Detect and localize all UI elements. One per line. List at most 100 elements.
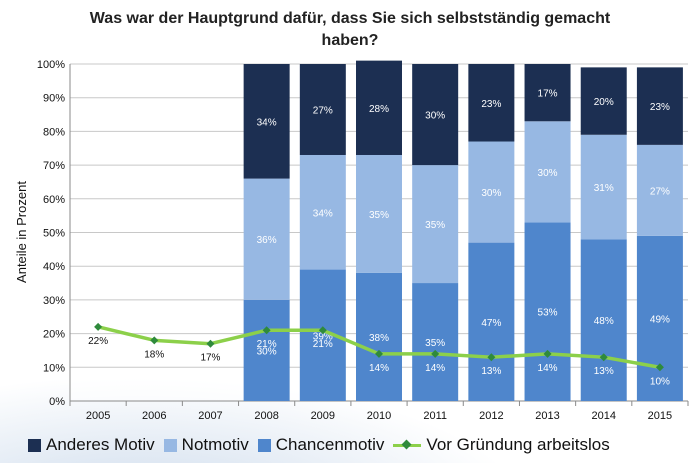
bar-notmotiv-2011 xyxy=(412,165,459,284)
line-value-label: 17% xyxy=(200,353,220,364)
bar-anderes-motiv-2015 xyxy=(636,67,683,145)
bar-value-label: 20% xyxy=(594,97,614,108)
legend-diamond-marker xyxy=(401,439,412,449)
bar-value-label: 35% xyxy=(425,338,445,349)
y-tick-label: 20% xyxy=(43,329,65,341)
bar-anderes-motiv-2010 xyxy=(356,60,402,155)
y-tick-label: 40% xyxy=(43,261,65,273)
line-value-labels: 22% 18% 17% 21% 21% 14% 14% 13% 14% 13% 10% xyxy=(88,336,670,387)
y-tick-label: 30% xyxy=(43,295,65,307)
bar-value-label: 53% xyxy=(538,308,558,319)
y-axis-ticks: 0% 10% 20% 30% 40% 50% 60% 70% 80% 90% 100% xyxy=(37,59,65,408)
bar-notmotiv-2015 xyxy=(636,144,683,236)
bar-notmotiv-2014 xyxy=(580,134,627,240)
x-tick-label: 2008 xyxy=(254,410,278,422)
bar-chancenmotiv-2012 xyxy=(468,242,515,401)
legend-swatch xyxy=(28,438,41,452)
bar-value-label: 23% xyxy=(481,99,501,110)
bar-value-label: 47% xyxy=(481,318,501,329)
x-tick-label: 2005 xyxy=(86,410,110,422)
y-tick-label: 80% xyxy=(43,126,65,138)
x-tick-label: 2013 xyxy=(535,410,559,422)
y-tick-label: 10% xyxy=(43,362,65,374)
bar-value-label: 35% xyxy=(369,210,389,221)
bar-anderes-motiv-2013 xyxy=(524,64,571,122)
bar-notmotiv-2008 xyxy=(243,178,290,300)
bar-anderes-motiv-2009 xyxy=(299,64,346,155)
bar-value-label: 34% xyxy=(313,208,333,219)
legend-item: Vor Gründung arbeitslos xyxy=(393,435,610,455)
line-value-label: 21% xyxy=(257,339,277,350)
y-tick-label: 60% xyxy=(43,194,65,206)
line-value-label: 21% xyxy=(313,339,333,350)
bar-value-label: 30% xyxy=(257,346,277,357)
chart-title: Was war der Hauptgrund dafür, dass Sie s… xyxy=(89,10,611,49)
line-value-label: 18% xyxy=(144,349,164,360)
x-tick-label: 2011 xyxy=(423,410,447,422)
line-value-label: 13% xyxy=(481,366,501,377)
x-tick-label: 2015 xyxy=(648,410,672,422)
y-tick-label: 0% xyxy=(49,396,65,408)
x-tick-label: 2009 xyxy=(311,410,335,422)
legend-item: Notmotiv xyxy=(163,435,249,455)
bar-chancenmotiv-2011 xyxy=(412,283,459,401)
line-value-label: 10% xyxy=(650,376,670,387)
x-tick-label: 2010 xyxy=(367,410,391,422)
bar-value-label: 27% xyxy=(650,186,670,197)
bar-value-label: 28% xyxy=(369,104,389,115)
bar-value-label: 48% xyxy=(594,316,614,327)
y-axis-title: Anteile in Prozent xyxy=(14,181,29,283)
bar-value-label: 49% xyxy=(650,314,670,325)
legend-line-swatch xyxy=(393,439,422,452)
unemployed-marker-2011 xyxy=(431,349,440,358)
bar-value-label: 17% xyxy=(538,89,558,100)
x-tick-label: 2012 xyxy=(479,410,503,422)
bar-chancenmotiv-2014 xyxy=(580,239,627,401)
bar-anderes-motiv-2012 xyxy=(468,64,515,142)
unemployed-line-series xyxy=(94,322,664,372)
bar-value-label: 23% xyxy=(650,102,670,113)
legend-item: Anderes Motiv xyxy=(28,435,155,455)
bar-segments xyxy=(243,60,683,401)
unemployed-marker-2015 xyxy=(655,363,664,372)
line-value-label: 13% xyxy=(594,366,614,377)
bar-value-labels: 30% 36% 34% 39% 34% 27% 38% 35% 28% 35% 35% 30% 47% 3… xyxy=(257,89,670,358)
unemployed-marker-2010 xyxy=(375,349,383,358)
legend-label: Anderes Motiv xyxy=(46,435,155,454)
bar-value-label: 30% xyxy=(538,168,558,179)
legend: Anderes Motiv Notmotiv Chancenmotiv Vor Grü… xyxy=(28,432,688,458)
bar-value-label: 30% xyxy=(481,188,501,199)
bar-chancenmotiv-2013 xyxy=(524,222,571,401)
x-tick-label: 2006 xyxy=(142,410,166,422)
bar-notmotiv-2012 xyxy=(468,141,515,243)
legend-label: Chancenmotiv xyxy=(275,435,385,454)
bar-chancenmotiv-2010 xyxy=(356,272,402,401)
bar-value-label: 31% xyxy=(594,183,614,194)
unemployed-marker-2009 xyxy=(318,326,327,335)
bar-value-label: 30% xyxy=(425,111,445,122)
bar-notmotiv-2009 xyxy=(299,154,346,270)
line-value-label: 14% xyxy=(425,363,445,374)
bar-value-label: 35% xyxy=(425,220,445,231)
unemployed-marker-2013 xyxy=(543,349,552,358)
bar-notmotiv-2013 xyxy=(524,121,571,223)
bar-value-label: 34% xyxy=(257,117,277,128)
unemployed-marker-2008 xyxy=(262,326,271,335)
y-tick-label: 50% xyxy=(43,228,65,240)
line-value-label: 22% xyxy=(88,336,108,347)
x-tick-label: 2007 xyxy=(198,410,222,422)
line-value-label: 14% xyxy=(369,363,389,374)
x-tick-label: 2014 xyxy=(591,410,615,422)
bar-anderes-motiv-2008 xyxy=(243,64,290,179)
bar-notmotiv-2010 xyxy=(356,154,402,273)
legend-label: Notmotiv xyxy=(181,435,249,454)
unemployed-marker-2006 xyxy=(150,336,159,345)
bar-value-label: 38% xyxy=(369,333,389,344)
legend-swatch xyxy=(257,438,271,452)
legend-label: Vor Gründung arbeitslos xyxy=(426,435,610,454)
bar-value-label: 36% xyxy=(257,235,277,246)
bar-chancenmotiv-2015 xyxy=(636,235,683,401)
x-axis-ticks: 2005 2006 2007 2008 2009 2010 2011 2012 2013 2014… xyxy=(86,410,672,422)
bar-anderes-motiv-2014 xyxy=(580,67,627,135)
